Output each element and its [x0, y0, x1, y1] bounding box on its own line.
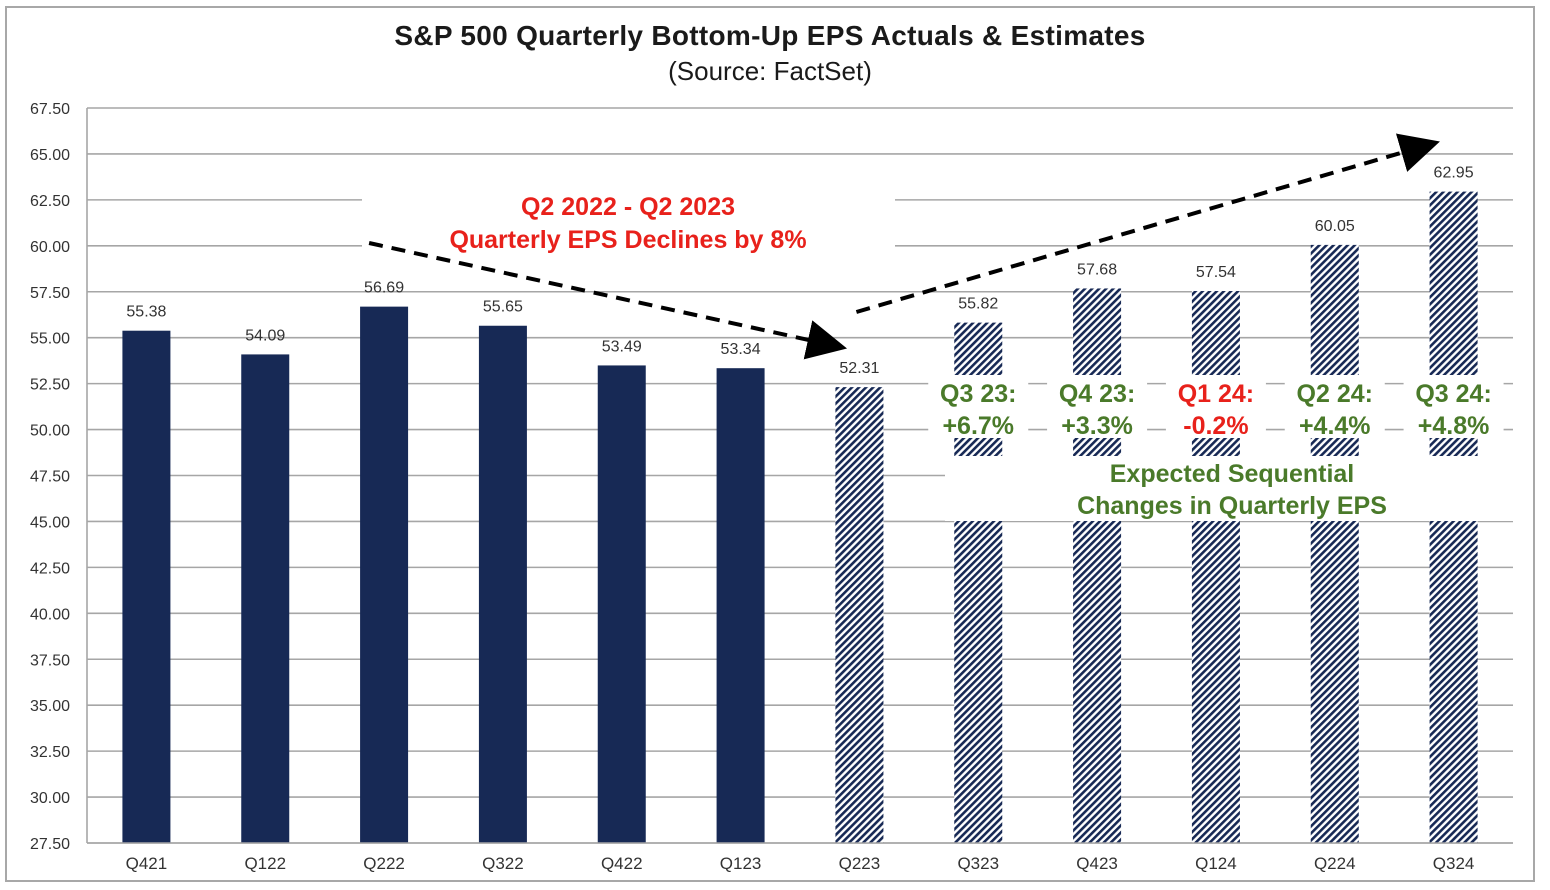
decline-annotation-text: Quarterly EPS Declines by 8% — [449, 226, 806, 254]
y-tick-label: 27.50 — [30, 836, 70, 853]
bar-Q422 — [597, 365, 646, 843]
bar-Q224 — [1310, 244, 1359, 844]
x-tick-label: Q423 — [1076, 854, 1118, 873]
chart-frame — [5, 6, 1535, 882]
data-label-Q324: 62.95 — [1434, 165, 1474, 182]
x-tick-label: Q323 — [957, 854, 999, 873]
y-tick-label: 45.00 — [30, 514, 70, 531]
sequential-caption-text: Changes in Quarterly EPS — [1077, 492, 1387, 520]
x-tick-label: Q322 — [482, 854, 524, 873]
data-label-Q123: 53.34 — [721, 341, 761, 358]
sequential-change-period: Q3 23: — [940, 380, 1016, 408]
sequential-change-value: +6.7% — [942, 412, 1014, 440]
data-label-Q423: 57.68 — [1077, 261, 1117, 278]
data-label-Q224: 60.05 — [1315, 218, 1355, 235]
y-tick-label: 35.00 — [30, 698, 70, 715]
x-tick-label: Q123 — [720, 854, 762, 873]
x-tick-label: Q421 — [126, 854, 168, 873]
sequential-change-value: -0.2% — [1183, 412, 1248, 440]
sequential-caption-background — [945, 456, 1513, 521]
bar-Q222 — [360, 306, 409, 843]
y-tick-label: 42.50 — [30, 560, 70, 577]
y-tick-label: 55.00 — [30, 331, 70, 348]
y-tick-label: 67.50 — [30, 101, 70, 118]
sequential-change-period: Q2 24: — [1297, 380, 1373, 408]
y-tick-label: 30.00 — [30, 790, 70, 807]
decline-annotation-background — [362, 165, 895, 270]
data-label-Q222: 56.69 — [364, 280, 404, 297]
x-tick-label: Q223 — [839, 854, 881, 873]
decline-annotation-text: Q2 2022 - Q2 2023 — [521, 193, 735, 221]
data-label-Q124: 57.54 — [1196, 264, 1236, 281]
y-tick-label: 47.50 — [30, 469, 70, 486]
sequential-label-background — [1284, 375, 1385, 438]
bar-Q421 — [122, 330, 171, 844]
data-label-Q122: 54.09 — [245, 327, 285, 344]
bar-Q423 — [1073, 288, 1122, 843]
data-label-Q421: 55.38 — [126, 304, 166, 321]
sequential-label-background — [1165, 375, 1266, 438]
y-tick-label: 50.00 — [30, 423, 70, 440]
annotation-backgrounds — [362, 165, 1513, 521]
annotations: Q2 2022 - Q2 2023 Quarterly EPS Declines … — [368, 133, 1492, 520]
chart-title: S&P 500 Quarterly Bottom-Up EPS Actuals … — [394, 20, 1146, 51]
y-tick-label: 62.50 — [30, 193, 70, 210]
bar-Q123 — [716, 368, 765, 843]
decline-arrow — [368, 241, 848, 360]
sequential-label-background — [1047, 375, 1148, 438]
bar-Q122 — [241, 354, 290, 843]
bar-Q322 — [478, 325, 527, 843]
y-tick-label: 52.50 — [30, 377, 70, 394]
y-axis: 67.50 65.00 62.50 60.00 57.50 55.00 52.50 50.00… — [30, 101, 88, 853]
data-labels: 55.38 54.09 56.69 55.65 53.49 53.34 52.31 55.82… — [126, 165, 1473, 378]
sequential-change-value: +4.4% — [1299, 412, 1371, 440]
sequential-change-value: +3.3% — [1061, 412, 1133, 440]
x-tick-label: Q324 — [1433, 854, 1475, 873]
y-tick-label: 65.00 — [30, 147, 70, 164]
x-tick-label: Q224 — [1314, 854, 1356, 873]
sequential-label-background — [928, 375, 1029, 438]
sequential-caption-text: Expected Sequential — [1110, 460, 1355, 488]
x-axis: Q421 Q122 Q222 Q322 Q422 Q123 Q223 Q323 Q423 Q124… — [87, 842, 1513, 873]
y-tick-label: 32.50 — [30, 744, 70, 761]
data-label-Q322: 55.65 — [483, 299, 523, 316]
x-tick-label: Q222 — [363, 854, 405, 873]
sequential-change-period: Q3 24: — [1415, 380, 1491, 408]
data-label-Q223: 52.31 — [839, 360, 879, 377]
bar-Q223 — [835, 387, 884, 843]
rise-arrow — [855, 133, 1440, 314]
chart-subtitle: (Source: FactSet) — [668, 56, 872, 86]
sequential-change-period: Q4 23: — [1059, 380, 1135, 408]
x-tick-label: Q422 — [601, 854, 643, 873]
data-label-Q422: 53.49 — [602, 338, 642, 355]
x-tick-label: Q124 — [1195, 854, 1237, 873]
y-tick-label: 57.50 — [30, 285, 70, 302]
y-tick-label: 60.00 — [30, 239, 70, 256]
sequential-change-period: Q1 24: — [1178, 380, 1254, 408]
sequential-label-background — [1403, 375, 1504, 438]
x-tick-label: Q122 — [244, 854, 286, 873]
sequential-change-value: +4.8% — [1418, 412, 1490, 440]
bar-Q124 — [1191, 291, 1240, 843]
data-label-Q323: 55.82 — [958, 296, 998, 313]
y-tick-label: 40.00 — [30, 606, 70, 623]
y-tick-label: 37.50 — [30, 652, 70, 669]
